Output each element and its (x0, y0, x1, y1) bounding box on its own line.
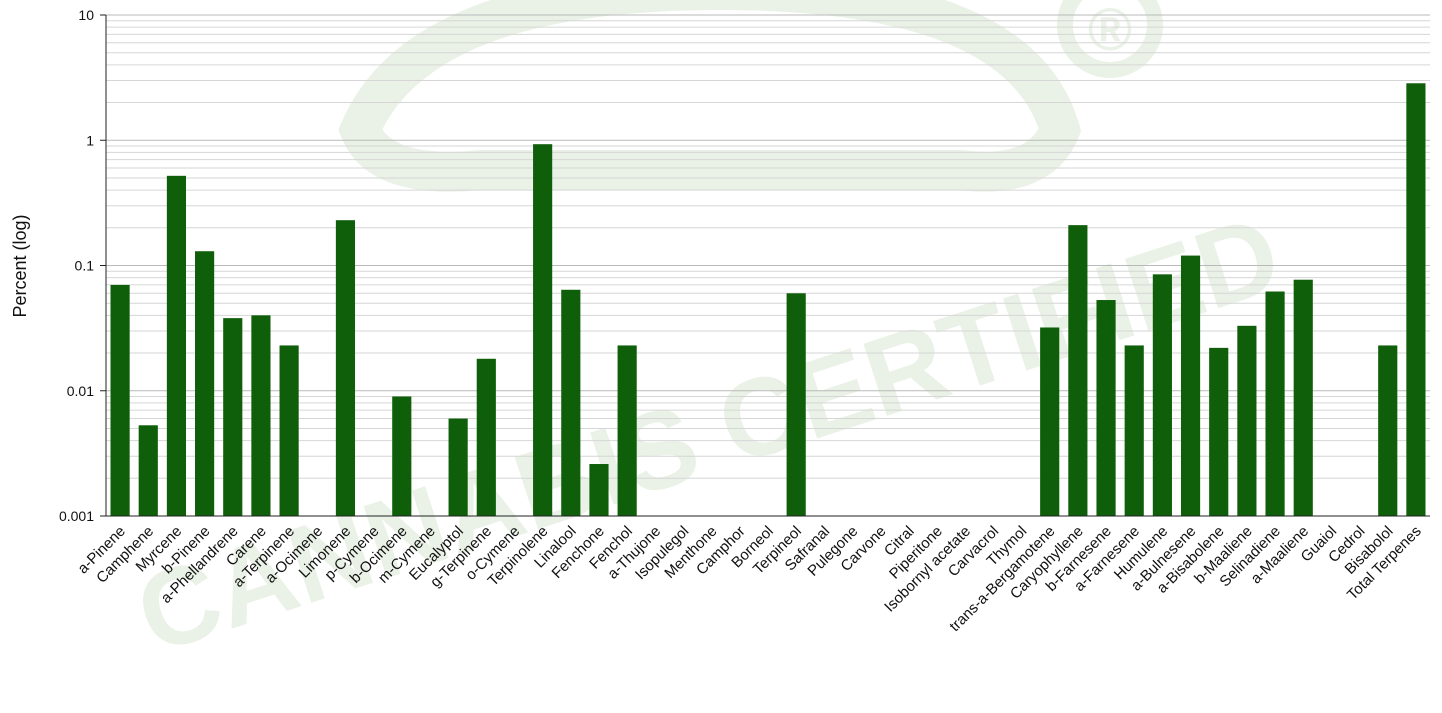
bar (617, 345, 637, 516)
bar (1293, 279, 1313, 516)
bar (476, 358, 496, 516)
bar (1406, 83, 1426, 517)
bar (335, 220, 356, 516)
bar (279, 345, 299, 516)
bar (1265, 291, 1285, 516)
bar (138, 425, 158, 516)
y-axis-title: Percent (log) (10, 214, 30, 317)
grid (106, 14, 1430, 517)
y-ticks: 10 1 0.1 0.01 0.001 (59, 7, 106, 524)
bar (1180, 255, 1201, 516)
watermark-registered-circle (1057, 0, 1163, 78)
bar (223, 318, 243, 516)
watermark-registered-mark: ® (1088, 0, 1132, 63)
bar (1096, 300, 1116, 516)
bar (1378, 345, 1398, 516)
bar (392, 396, 412, 516)
bar (589, 464, 609, 516)
bar (110, 284, 130, 516)
bar (1152, 274, 1172, 516)
bar (448, 418, 468, 516)
bar (195, 251, 215, 517)
bar (1209, 347, 1229, 516)
bar (251, 315, 271, 516)
bar (1124, 345, 1144, 516)
bar (1040, 327, 1060, 516)
y-tick-label: 0.001 (59, 508, 94, 524)
bar (1068, 225, 1088, 516)
bar (166, 175, 187, 516)
y-tick-label: 1 (86, 132, 94, 148)
bar (1237, 325, 1257, 516)
y-tick-label: 0.01 (67, 383, 94, 399)
bar (561, 289, 581, 516)
bar (533, 144, 553, 516)
y-tick-label: 0.1 (75, 258, 95, 274)
bars (110, 83, 1426, 517)
bar (786, 293, 806, 516)
y-tick-label: 10 (78, 7, 94, 23)
